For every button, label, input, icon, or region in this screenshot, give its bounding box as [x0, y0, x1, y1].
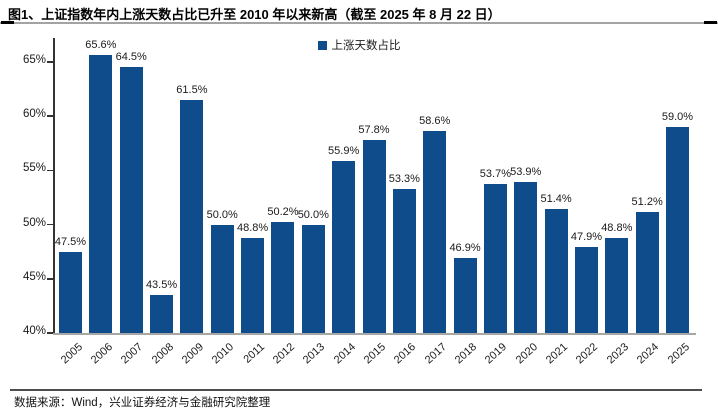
y-axis-tick-mark	[47, 169, 53, 172]
y-axis-tick-mark	[47, 332, 53, 334]
bar-value-label: 51.4%	[540, 193, 572, 206]
bar-value-label: 61.5%	[176, 83, 208, 96]
title-divider-left-cap	[1, 21, 14, 24]
bar	[635, 211, 659, 333]
bar	[271, 222, 295, 333]
title-divider-right-cap	[704, 21, 717, 24]
y-axis-tick-label: 60%	[22, 108, 46, 121]
bar-value-label: 58.6%	[419, 115, 451, 128]
bar	[119, 67, 143, 333]
bar	[666, 127, 689, 333]
bar-value-label: 53.9%	[510, 166, 542, 179]
source-note: 数据来源：Wind，兴业证券经济与金融研究院整理	[14, 397, 271, 409]
bar	[574, 247, 598, 333]
bar-value-label: 57.8%	[358, 124, 390, 137]
bar-value-label: 46.9%	[449, 242, 481, 255]
bar-value-label: 50.2%	[267, 206, 299, 219]
bar-value-label: 47.5%	[54, 235, 87, 248]
figure-title: 图1、上证指数年内上涨天数占比已升至 2010 年以来新高（截至 2025 年 …	[8, 7, 501, 22]
y-axis-tick-label: 65%	[22, 54, 46, 66]
bar	[483, 184, 507, 333]
bar	[514, 182, 538, 333]
bar-value-label: 64.5%	[115, 51, 147, 64]
bar-value-label: 48.8%	[236, 221, 269, 234]
bar-value-label: 47.9%	[570, 231, 603, 244]
bar	[89, 55, 113, 333]
bar-value-label: 48.8%	[601, 221, 633, 234]
y-axis-line	[53, 38, 55, 335]
bar	[210, 224, 234, 333]
bar	[332, 160, 356, 333]
y-axis-tick-label: 40%	[22, 325, 46, 337]
bar-value-label: 50.0%	[206, 208, 238, 221]
bar-value-label: 53.3%	[388, 172, 420, 185]
bar-value-label: 55.9%	[328, 144, 360, 157]
bar	[301, 224, 325, 333]
bar-value-label: 51.2%	[631, 195, 663, 208]
y-axis-tick-mark	[47, 223, 53, 226]
bar-value-label: 50.0%	[297, 208, 329, 221]
bar	[605, 237, 629, 333]
y-axis-tick-label: 45%	[22, 270, 46, 283]
bar	[453, 258, 477, 333]
bar	[59, 251, 82, 333]
bar	[392, 188, 416, 333]
bar	[362, 140, 386, 333]
title-divider	[0, 22, 718, 24]
bar	[180, 99, 204, 333]
bar	[241, 237, 265, 333]
chart-legend: 上涨天数占比	[0, 37, 718, 53]
y-axis-tick-mark	[47, 61, 53, 63]
legend-label: 上涨天数占比	[331, 40, 401, 52]
bar-value-label: 65.6%	[85, 39, 117, 52]
bar	[150, 295, 174, 333]
y-axis-tick-label: 55%	[22, 162, 46, 175]
y-axis-tick-mark	[47, 115, 53, 117]
bar-value-label: 53.7%	[479, 168, 511, 181]
bar	[544, 209, 568, 333]
bar	[423, 131, 447, 333]
legend-square-icon	[317, 40, 327, 50]
bar-value-label: 43.5%	[145, 279, 178, 292]
x-axis-line	[53, 332, 696, 335]
y-axis-tick-label: 50%	[22, 216, 46, 229]
footer-divider	[10, 389, 702, 391]
y-axis-tick-mark	[47, 278, 53, 280]
bar-value-label: 59.0%	[661, 111, 694, 124]
